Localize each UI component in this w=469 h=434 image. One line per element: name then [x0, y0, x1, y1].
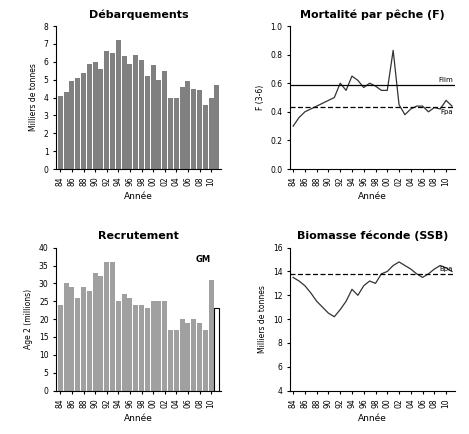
- Text: Bpa: Bpa: [440, 266, 453, 272]
- Bar: [133, 55, 138, 169]
- Bar: [180, 87, 185, 169]
- Bar: [145, 309, 150, 391]
- Bar: [185, 82, 190, 169]
- Bar: [174, 330, 179, 391]
- Bar: [151, 301, 156, 391]
- Bar: [93, 273, 98, 391]
- Bar: [121, 294, 127, 391]
- Bar: [209, 280, 213, 391]
- Bar: [64, 283, 68, 391]
- Bar: [87, 63, 92, 169]
- Bar: [110, 262, 115, 391]
- Bar: [191, 89, 196, 169]
- Bar: [81, 72, 86, 169]
- Bar: [139, 60, 144, 169]
- Text: GM: GM: [196, 255, 211, 264]
- Bar: [203, 105, 208, 169]
- Bar: [133, 305, 138, 391]
- Bar: [98, 69, 103, 169]
- X-axis label: Année: Année: [358, 414, 387, 423]
- Bar: [174, 98, 179, 169]
- X-axis label: Année: Année: [124, 414, 153, 423]
- Title: Biomasse féconde (SSB): Biomasse féconde (SSB): [297, 231, 448, 241]
- Bar: [203, 330, 208, 391]
- Bar: [191, 319, 196, 391]
- Bar: [214, 85, 219, 169]
- Bar: [162, 71, 167, 169]
- Bar: [104, 51, 109, 169]
- Bar: [98, 276, 103, 391]
- Bar: [93, 62, 98, 169]
- Bar: [209, 98, 213, 169]
- Bar: [168, 330, 173, 391]
- Bar: [128, 63, 132, 169]
- Bar: [116, 40, 121, 169]
- Title: Recrutement: Recrutement: [98, 231, 179, 241]
- Bar: [145, 76, 150, 169]
- Bar: [110, 53, 115, 169]
- Y-axis label: Age 2 (millions): Age 2 (millions): [24, 289, 33, 349]
- Bar: [64, 92, 68, 169]
- Bar: [185, 323, 190, 391]
- Bar: [162, 301, 167, 391]
- X-axis label: Année: Année: [358, 192, 387, 201]
- Bar: [69, 82, 75, 169]
- Y-axis label: Milliers de tonnes: Milliers de tonnes: [258, 285, 267, 353]
- Bar: [197, 323, 202, 391]
- Y-axis label: F (3-6): F (3-6): [256, 85, 265, 110]
- Bar: [157, 80, 161, 169]
- Title: Mortalité par pêche (F): Mortalité par pêche (F): [300, 9, 445, 20]
- Bar: [116, 301, 121, 391]
- Bar: [128, 298, 132, 391]
- Bar: [87, 290, 92, 391]
- Bar: [104, 262, 109, 391]
- Bar: [214, 309, 219, 391]
- X-axis label: Année: Année: [124, 192, 153, 201]
- Text: Fpa: Fpa: [440, 109, 453, 115]
- Bar: [81, 287, 86, 391]
- Bar: [180, 319, 185, 391]
- Bar: [76, 78, 80, 169]
- Bar: [58, 96, 63, 169]
- Title: Débarquements: Débarquements: [89, 9, 189, 20]
- Bar: [76, 298, 80, 391]
- Bar: [151, 66, 156, 169]
- Bar: [58, 305, 63, 391]
- Bar: [69, 287, 75, 391]
- Bar: [139, 305, 144, 391]
- Bar: [157, 301, 161, 391]
- Bar: [121, 56, 127, 169]
- Bar: [197, 90, 202, 169]
- Bar: [168, 98, 173, 169]
- Text: Flim: Flim: [439, 77, 453, 83]
- Y-axis label: Milliers de tonnes: Milliers de tonnes: [29, 64, 38, 132]
